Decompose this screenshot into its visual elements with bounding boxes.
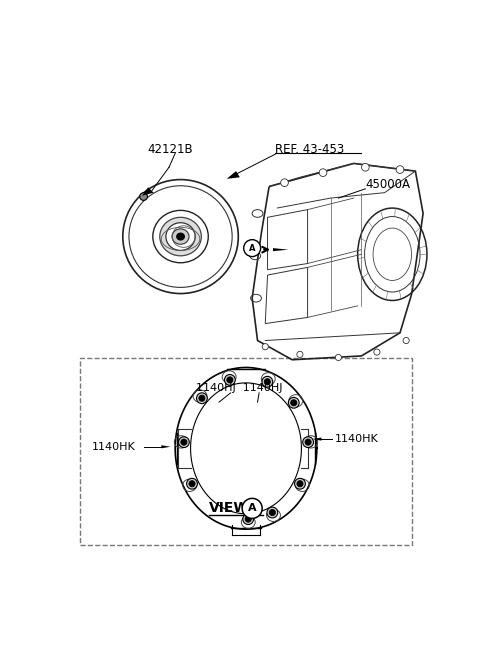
Circle shape (199, 395, 205, 401)
Circle shape (361, 163, 369, 171)
Circle shape (295, 478, 305, 489)
Polygon shape (273, 248, 288, 251)
Text: 1140HK: 1140HK (92, 441, 136, 452)
Circle shape (281, 179, 288, 186)
Circle shape (140, 193, 147, 200)
Circle shape (305, 439, 311, 445)
Circle shape (269, 510, 276, 516)
Circle shape (303, 437, 313, 447)
Circle shape (262, 377, 273, 387)
Circle shape (396, 166, 404, 173)
Text: 1140HK: 1140HK (335, 434, 378, 444)
Ellipse shape (177, 233, 184, 240)
Polygon shape (227, 171, 240, 179)
Circle shape (243, 514, 253, 525)
Circle shape (189, 481, 195, 487)
Circle shape (319, 169, 327, 176)
Text: 42121B: 42121B (147, 143, 193, 156)
Text: A: A (249, 243, 255, 253)
Circle shape (242, 499, 262, 518)
Text: 45000A: 45000A (365, 178, 410, 192)
Circle shape (225, 375, 235, 385)
Circle shape (297, 481, 303, 487)
Circle shape (297, 352, 303, 358)
Circle shape (262, 344, 268, 350)
Text: VIEW: VIEW (209, 501, 250, 516)
Circle shape (403, 337, 409, 344)
Circle shape (181, 439, 187, 445)
Ellipse shape (166, 222, 195, 251)
Circle shape (264, 379, 270, 385)
Circle shape (374, 349, 380, 355)
Text: 1140HJ  1140HJ: 1140HJ 1140HJ (196, 383, 282, 393)
Polygon shape (161, 445, 170, 448)
Text: REF. 43-453: REF. 43-453 (275, 143, 345, 156)
Circle shape (288, 398, 299, 408)
Polygon shape (312, 438, 322, 441)
Ellipse shape (172, 229, 189, 244)
Polygon shape (142, 188, 154, 195)
Circle shape (336, 354, 341, 361)
Ellipse shape (160, 217, 201, 256)
Circle shape (244, 239, 261, 256)
Text: A: A (248, 503, 256, 514)
Circle shape (245, 516, 251, 522)
Circle shape (291, 400, 297, 406)
Circle shape (227, 377, 233, 383)
Circle shape (187, 478, 197, 489)
Circle shape (267, 507, 278, 518)
Circle shape (196, 393, 207, 403)
Circle shape (179, 437, 189, 447)
